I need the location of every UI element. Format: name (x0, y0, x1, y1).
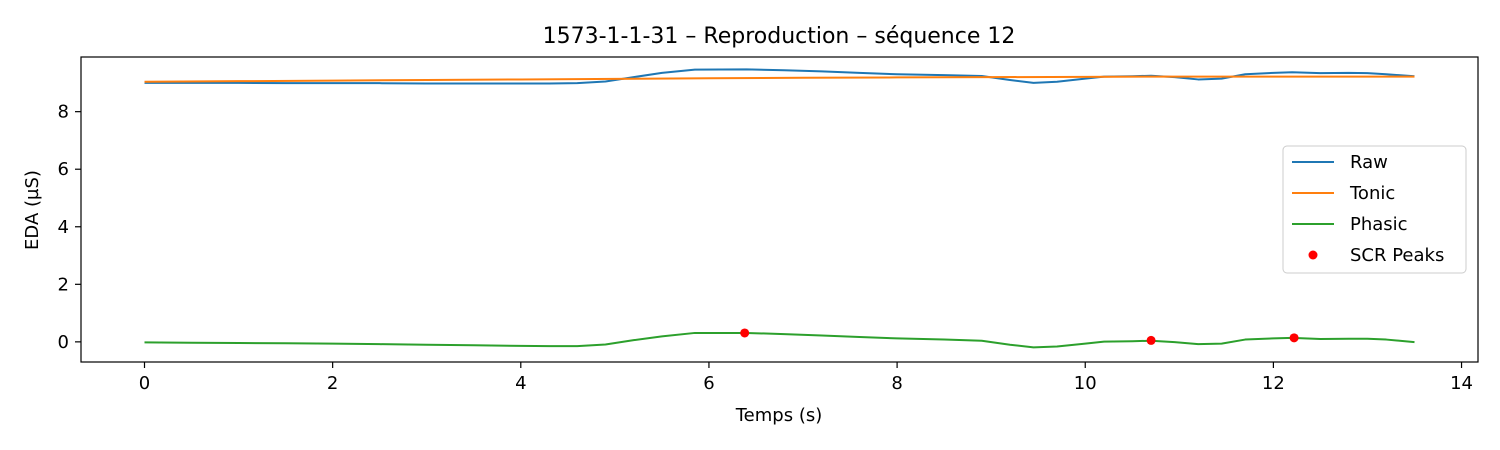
y-tick-label: 2 (58, 274, 69, 295)
x-tick-label: 8 (891, 373, 902, 394)
legend-label-phasic: Phasic (1350, 214, 1408, 235)
y-tick-label: 8 (58, 102, 69, 123)
series-line-tonic (144, 75, 1415, 83)
scr-peak-point (1146, 335, 1156, 345)
legend: Raw Tonic Phasic SCR Peaks (1282, 145, 1467, 274)
x-tick-label: 0 (139, 373, 150, 394)
legend-label-raw: Raw (1350, 152, 1388, 173)
x-tick-label: 10 (1074, 373, 1097, 394)
x-axis-label: Temps (s) (735, 405, 823, 426)
y-tick-label: 6 (58, 159, 69, 180)
x-tick-label: 4 (515, 373, 526, 394)
series-line-phasic (144, 331, 1415, 349)
legend-box (1282, 145, 1467, 274)
x-tick-label: 12 (1262, 373, 1285, 394)
y-axis-label: EDA (µS) (22, 170, 43, 250)
legend-label-tonic: Tonic (1349, 183, 1395, 204)
y-tick-label: 4 (58, 217, 69, 238)
legend-swatch-scr-peaks (1308, 250, 1318, 260)
x-tick-label: 6 (703, 373, 714, 394)
plot-series (144, 68, 1415, 349)
plot-frame (80, 56, 1479, 363)
series-line-raw (144, 68, 1415, 85)
x-tick-label: 14 (1450, 373, 1473, 394)
scr-peak-point (740, 328, 750, 338)
x-axis-ticks: 0 2 4 6 8 10 12 14 (139, 362, 1473, 394)
y-axis-ticks: 0 2 4 6 8 (58, 102, 81, 353)
scr-peak-point (1289, 333, 1299, 343)
chart-title: 1573-1-1-31 – Reproduction – séquence 12 (543, 24, 1016, 49)
y-tick-label: 0 (58, 332, 69, 353)
scr-peaks-markers (740, 328, 1299, 345)
x-tick-label: 2 (327, 373, 338, 394)
legend-label-scr-peaks: SCR Peaks (1350, 245, 1444, 266)
